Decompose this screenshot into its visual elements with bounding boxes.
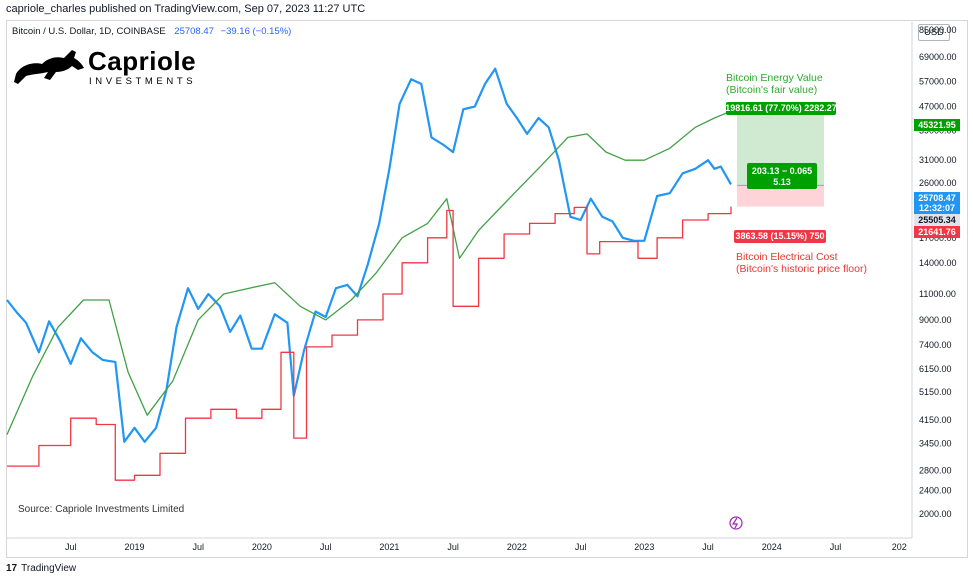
grid: [7, 22, 913, 539]
price-label-box: [914, 119, 960, 131]
tradingview-name: TradingView: [21, 563, 77, 574]
x-tick-label: 2020: [252, 542, 272, 552]
brand-subtitle: INVESTMENTS: [89, 76, 197, 87]
energy-subtitle: (Bitcoin's fair value): [726, 84, 818, 96]
energy-annotation: Bitcoin Energy Value (Bitcoin's fair val…: [726, 72, 823, 96]
last-price: 25708.47: [174, 26, 214, 37]
series-line-1: [6, 110, 732, 435]
measure-mid-line1: 203.13 − 0.065: [752, 166, 812, 176]
price-label: 25708.47: [918, 193, 956, 203]
y-axis: 85000.0069000.0057000.0047000.0039000.00…: [919, 25, 957, 519]
price-label: 21641.76: [918, 227, 956, 237]
energy-title: Bitcoin Energy Value: [726, 72, 823, 84]
source-note: Source: Capriole Investments Limited: [18, 504, 185, 515]
price-label-box: [914, 202, 960, 214]
x-tick-label: 2019: [124, 542, 144, 552]
price-label-box: [914, 214, 960, 226]
brand-name: Capriole: [88, 46, 197, 76]
measure-tool: 19816.61 (77.70%) 2282.27 3863.58 (15.15%…: [725, 102, 837, 243]
y-tick-label: 2000.00: [919, 509, 952, 519]
chart-series: [6, 67, 732, 481]
x-tick-label: 202: [892, 542, 907, 552]
tradingview-mark-icon: 17: [6, 563, 18, 574]
x-tick-label: 2024: [762, 542, 782, 552]
y-tick-label: 7400.00: [919, 340, 952, 350]
x-tick-label: Jul: [830, 542, 842, 552]
y-tick-label: 57000.00: [919, 77, 957, 87]
x-tick-label: Jul: [320, 542, 332, 552]
price-change: −39.16 (−0.15%): [220, 26, 292, 37]
price-label: 12:32:07: [919, 203, 955, 213]
x-tick-label: Jul: [575, 542, 587, 552]
lightning-icon: [729, 516, 743, 530]
y-tick-label: 11000.00: [919, 289, 956, 299]
x-tick-label: 2021: [379, 542, 399, 552]
y-tick-label: 9000.00: [919, 315, 952, 325]
horse-logo-icon: [14, 50, 84, 84]
y-tick-label: 69000.00: [919, 52, 957, 62]
price-label-box: [914, 192, 960, 204]
measure-down-label: 3863.58 (15.15%) 750: [735, 231, 824, 241]
measure-up-label-box: [726, 102, 836, 115]
x-tick-label: Jul: [192, 542, 204, 552]
y-tick-label: 2400.00: [919, 485, 952, 495]
cost-annotation: Bitcoin Electrical Cost (Bitcoin's histo…: [736, 251, 867, 275]
symbol-label: Bitcoin / U.S. Dollar, 1D, COINBASE: [12, 26, 166, 37]
chart-frame: [6, 20, 968, 558]
cost-title: Bitcoin Electrical Cost: [736, 251, 838, 263]
measure-up-label: 19816.61 (77.70%) 2282.27: [725, 103, 837, 113]
price-label: 25505.34: [918, 215, 956, 225]
measure-loss-zone: [737, 185, 824, 207]
series-line-0: [6, 67, 732, 443]
y-tick-label: 5150.00: [919, 387, 952, 397]
x-tick-label: 2023: [634, 542, 654, 552]
series-line-2: [7, 206, 732, 481]
lightning-bolt-icon: [731, 517, 738, 529]
currency-button[interactable]: USD: [918, 24, 950, 41]
x-tick-label: Jul: [65, 542, 77, 552]
measure-down-label-box: [734, 230, 826, 243]
x-tick-label: 2022: [507, 542, 527, 552]
tradingview-logo[interactable]: 17 TradingView: [6, 563, 76, 574]
price-label: 45321.95: [918, 120, 956, 130]
price-label-box: [914, 226, 960, 238]
cost-subtitle: (Bitcoin's historic price floor): [736, 263, 867, 275]
y-tick-label: 2800.00: [919, 466, 952, 476]
symbol-bar[interactable]: Bitcoin / U.S. Dollar, 1D, COINBASE 2570…: [12, 26, 291, 37]
y-tick-label: 85000.00: [919, 25, 957, 35]
y-tick-label: 47000.00: [919, 101, 957, 111]
measure-mid-box: [747, 163, 817, 189]
measure-mid-line2: 5.13: [773, 177, 791, 187]
x-tick-label: Jul: [702, 542, 714, 552]
y-tick-label: 14000.00: [919, 258, 957, 268]
y-tick-label: 31000.00: [919, 155, 957, 165]
y-tick-label: 4150.00: [919, 415, 952, 425]
y-tick-label: 3450.00: [919, 439, 952, 449]
x-axis: Jul 2019 Jul 2020 Jul 2021 Jul 2022 Jul 2023 Jul 20…: [65, 542, 907, 552]
y-tick-label: 26000.00: [919, 178, 957, 188]
y-tick-label: 6150.00: [919, 364, 952, 374]
publish-info: capriole_charles published on TradingVie…: [6, 3, 366, 15]
x-tick-label: Jul: [447, 542, 459, 552]
